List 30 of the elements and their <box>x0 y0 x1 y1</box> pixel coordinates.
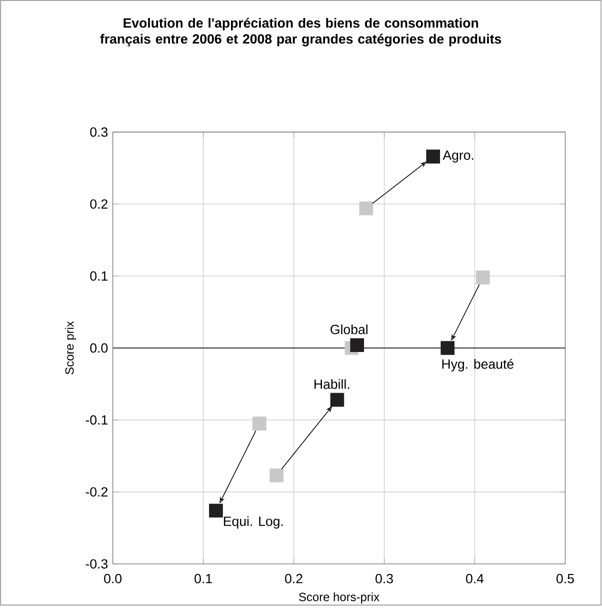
y-tick-label: 0.2 <box>90 199 108 209</box>
point <box>270 468 284 482</box>
y-tick-label: -0.3 <box>86 559 108 569</box>
y-tick-label: 0.0 <box>90 343 108 353</box>
point <box>476 270 490 284</box>
annotation: Agro. <box>442 150 474 162</box>
x-tick-label: 0.2 <box>285 574 303 584</box>
point <box>426 150 440 164</box>
point <box>330 392 344 407</box>
annotation: Global <box>330 324 368 334</box>
point <box>252 416 266 430</box>
point <box>359 201 374 216</box>
chart-title: Evolution de l'appréciation des biens de consommation français entre 2006 et 2008 par grandes catégories de produits <box>100 18 502 46</box>
x-tick-label: 0.0 <box>104 574 122 584</box>
y-axis-title: Score prix <box>65 321 76 374</box>
annotation: Equi. Log. <box>224 516 283 529</box>
y-tick-label: -0.1 <box>86 415 108 425</box>
x-tick-label: 0.1 <box>194 574 212 584</box>
x-tick-label: 0.4 <box>466 574 484 584</box>
point <box>350 338 364 352</box>
annotation: Habill. <box>314 379 350 389</box>
x-tick-label: 0.3 <box>376 574 394 584</box>
y-tick-label: -0.2 <box>86 487 108 497</box>
y-tick-label: 0.1 <box>90 271 108 281</box>
x-axis-title: Score hors-prix <box>299 592 380 604</box>
point <box>209 504 224 518</box>
point <box>440 341 455 355</box>
y-tick-label: 0.3 <box>90 127 108 137</box>
annotation: Hyg. beauté <box>442 358 514 372</box>
x-tick-label: 0.5 <box>556 574 574 584</box>
